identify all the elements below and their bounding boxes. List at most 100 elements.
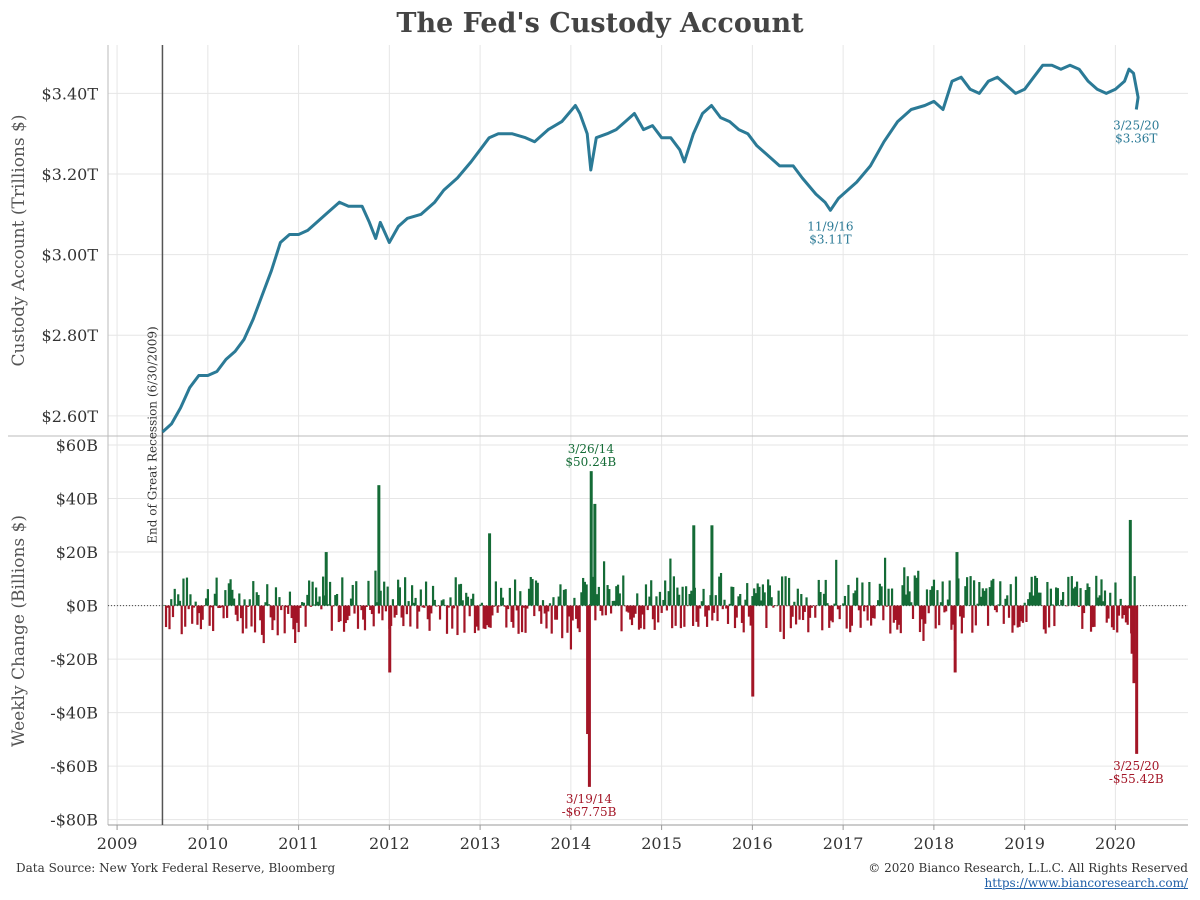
bar-negative bbox=[838, 605, 841, 620]
bar-positive bbox=[904, 594, 908, 606]
bar-positive bbox=[315, 587, 318, 606]
bar-negative bbox=[538, 605, 541, 612]
bar-positive bbox=[465, 592, 468, 606]
bar-negative bbox=[772, 605, 775, 608]
bar-positive bbox=[655, 596, 658, 606]
bar-negative bbox=[435, 605, 438, 607]
x-tick-label: 2011 bbox=[278, 834, 319, 853]
bar-negative bbox=[287, 605, 290, 614]
bar-negative bbox=[828, 605, 831, 628]
bar-positive bbox=[1103, 590, 1107, 606]
bar-positive bbox=[946, 599, 950, 606]
bar-negative bbox=[922, 605, 925, 641]
bar-negative bbox=[533, 605, 536, 617]
bar-positive bbox=[1034, 575, 1037, 606]
bar-negative bbox=[547, 605, 550, 612]
bar-negative bbox=[1081, 605, 1084, 629]
bar-negative bbox=[660, 605, 663, 613]
bar-positive bbox=[266, 584, 269, 606]
bar-positive bbox=[877, 600, 880, 606]
bar-negative bbox=[430, 605, 433, 614]
bar-positive bbox=[618, 593, 621, 606]
bar-negative bbox=[1016, 605, 1019, 628]
bar-positive bbox=[185, 577, 189, 606]
bar-highlight bbox=[377, 485, 381, 606]
bar-negative bbox=[803, 605, 806, 612]
bar-negative bbox=[285, 605, 288, 608]
x-tick-label: 2018 bbox=[914, 834, 955, 853]
bar-positive bbox=[969, 576, 972, 606]
bar-positive bbox=[685, 586, 688, 606]
bar-positive bbox=[964, 586, 967, 606]
bar-negative bbox=[894, 605, 897, 620]
bar-positive bbox=[672, 576, 676, 606]
bar-positive bbox=[531, 579, 534, 606]
bar-negative bbox=[1042, 605, 1046, 630]
bar-positive bbox=[1095, 575, 1098, 606]
bar-positive bbox=[170, 599, 173, 606]
bar-positive bbox=[349, 598, 353, 606]
bar-positive bbox=[351, 584, 354, 606]
bar-negative bbox=[653, 605, 656, 630]
bar-positive bbox=[1030, 576, 1033, 606]
y-tick-label-top: $2.60T bbox=[42, 407, 99, 426]
bar-positive bbox=[602, 561, 606, 606]
bar-positive bbox=[215, 577, 218, 606]
bar-positive bbox=[901, 585, 904, 606]
bar-positive bbox=[252, 581, 255, 606]
bar-negative bbox=[226, 605, 229, 618]
bar-negative bbox=[740, 605, 744, 623]
bar-positive bbox=[979, 596, 983, 606]
bar-negative bbox=[604, 605, 607, 616]
y-tick-label-top: $2.80T bbox=[42, 326, 99, 345]
bar-negative bbox=[1093, 605, 1096, 627]
bar-negative bbox=[273, 605, 276, 621]
bar-negative bbox=[484, 605, 487, 630]
bar-positive bbox=[470, 598, 473, 606]
bar-positive bbox=[431, 585, 435, 606]
bar-positive bbox=[440, 600, 443, 606]
annotation-value: $3.36T bbox=[1115, 131, 1157, 145]
bar-positive bbox=[988, 587, 991, 606]
bar-positive bbox=[669, 558, 672, 606]
bar-negative bbox=[962, 605, 965, 618]
bar-positive bbox=[1119, 598, 1122, 606]
bar-positive bbox=[997, 604, 1000, 606]
bar-negative bbox=[568, 605, 571, 617]
website-link[interactable]: https://www.biancoresearch.com/ bbox=[984, 876, 1188, 890]
bar-negative bbox=[510, 605, 513, 622]
bar-negative bbox=[814, 605, 817, 618]
bar-positive bbox=[466, 596, 470, 606]
bar-positive bbox=[976, 603, 979, 606]
bar-negative bbox=[566, 605, 569, 633]
bar-negative bbox=[220, 605, 223, 608]
bar-positive bbox=[313, 604, 316, 606]
bar-negative bbox=[938, 605, 941, 626]
bar-positive bbox=[321, 576, 325, 606]
bar-positive bbox=[676, 587, 679, 606]
bar-negative bbox=[1020, 605, 1023, 622]
x-tick-label: 2019 bbox=[1004, 834, 1045, 853]
bar-negative bbox=[691, 605, 695, 626]
bar-positive bbox=[301, 602, 304, 606]
bar-negative bbox=[192, 605, 196, 608]
bar-negative bbox=[735, 605, 738, 618]
bar-positive bbox=[278, 597, 281, 606]
bar-positive bbox=[1070, 576, 1073, 606]
bar-positive bbox=[582, 577, 585, 606]
bar-negative bbox=[496, 605, 499, 613]
bar-negative bbox=[372, 605, 375, 627]
bar-positive bbox=[472, 593, 475, 606]
bar-negative bbox=[892, 605, 895, 623]
bar-negative bbox=[365, 605, 368, 607]
bar-positive bbox=[1096, 597, 1100, 606]
bar-positive bbox=[983, 590, 986, 606]
bar-negative bbox=[625, 605, 628, 612]
bar-positive bbox=[887, 588, 890, 606]
bar-negative bbox=[348, 605, 351, 616]
bar-highlight bbox=[1128, 519, 1132, 606]
bar-negative bbox=[716, 605, 719, 622]
bar-positive bbox=[288, 591, 292, 606]
bar-positive bbox=[480, 602, 484, 606]
bar-negative bbox=[1044, 605, 1047, 634]
